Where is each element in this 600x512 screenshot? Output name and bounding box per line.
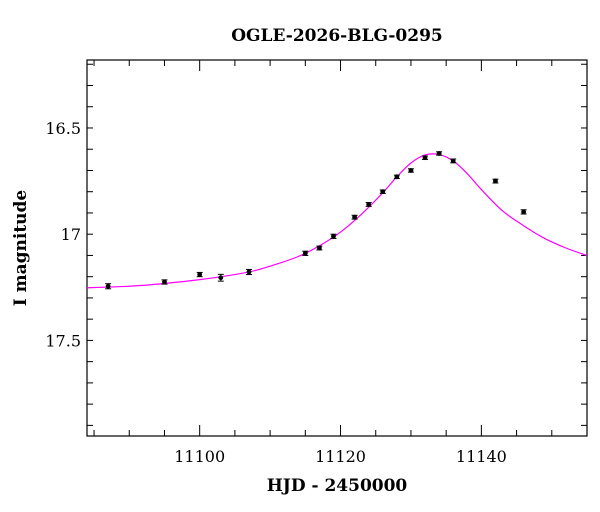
tick-labels: 11100 11120 11140 16.5 17 17.5 bbox=[45, 119, 506, 466]
chart-title: OGLE-2026-BLG-0295 bbox=[231, 26, 443, 46]
x-axis-label: HJD - 2450000 bbox=[267, 476, 408, 496]
data-point bbox=[105, 283, 111, 289]
data-point bbox=[450, 158, 456, 164]
y-tick-label: 16.5 bbox=[45, 119, 81, 138]
y-axis-label: I magnitude bbox=[11, 190, 31, 307]
data-point bbox=[197, 272, 203, 277]
data-point bbox=[408, 168, 414, 173]
data-points bbox=[105, 151, 527, 290]
model-curve bbox=[86, 153, 588, 289]
data-point bbox=[380, 189, 386, 195]
x-tick-label: 11140 bbox=[456, 447, 507, 466]
data-point bbox=[394, 174, 400, 180]
y-tick-label: 17 bbox=[61, 225, 81, 244]
data-point bbox=[352, 214, 358, 220]
x-tick-label: 11100 bbox=[174, 447, 225, 466]
x-tick-label: 11120 bbox=[315, 447, 366, 466]
data-point bbox=[162, 279, 167, 285]
plot-frame bbox=[86, 59, 588, 437]
data-point bbox=[366, 202, 372, 207]
axis-ticks bbox=[87, 60, 588, 436]
data-point bbox=[422, 155, 428, 161]
data-point bbox=[302, 250, 308, 256]
data-point bbox=[246, 269, 252, 275]
data-point bbox=[493, 178, 498, 184]
data-point bbox=[521, 209, 527, 215]
y-tick-label: 17.5 bbox=[45, 331, 81, 350]
data-point bbox=[316, 245, 322, 251]
data-point bbox=[436, 151, 442, 156]
data-point bbox=[218, 275, 224, 281]
data-point bbox=[331, 233, 336, 239]
